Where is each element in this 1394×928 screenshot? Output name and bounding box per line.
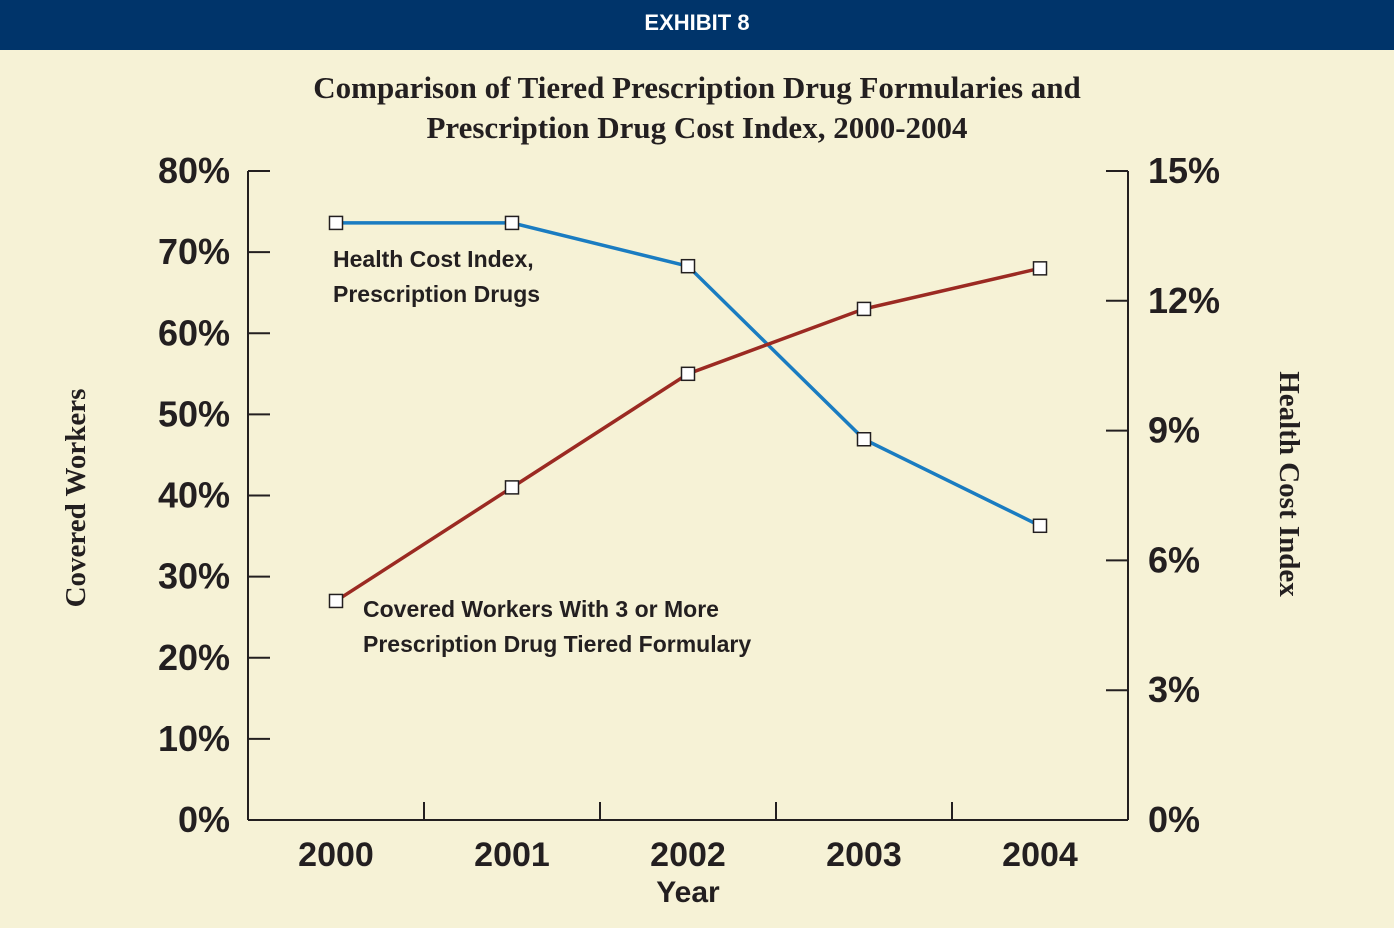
y2-tick-label: 6% — [1148, 539, 1200, 580]
y2-tick-label: 12% — [1148, 280, 1220, 321]
marker — [504, 480, 520, 495]
marker — [328, 593, 344, 609]
y2-tick-label: 0% — [1148, 799, 1200, 840]
y-tick-label: 10% — [158, 718, 230, 759]
series-label: Covered Workers With 3 or More Prescript… — [363, 596, 752, 657]
y-tick-label: 20% — [158, 637, 230, 678]
y-tick-label: 30% — [158, 556, 230, 597]
y-tick-label: 0% — [178, 799, 230, 840]
y2-tick-label: 15% — [1148, 150, 1220, 191]
x-tick-label: 2004 — [1002, 836, 1078, 874]
x-tick-label: 2001 — [474, 836, 550, 874]
y2-tick-label: 9% — [1148, 410, 1200, 451]
marker — [856, 301, 872, 317]
y-tick-label: 50% — [158, 393, 230, 434]
y2-axis-label: Health Cost Index — [1273, 371, 1305, 597]
header-band — [0, 0, 1394, 50]
chart-title: Comparison of Tiered Prescription Drug F… — [313, 70, 1081, 105]
marker — [680, 258, 696, 274]
y-tick-label: 80% — [158, 150, 230, 191]
marker — [856, 432, 872, 447]
marker — [1032, 518, 1048, 534]
y2-tick-label: 3% — [1148, 669, 1200, 710]
y-tick-label: 70% — [158, 231, 230, 272]
x-tick-label: 2000 — [298, 836, 374, 874]
marker — [680, 366, 696, 382]
series-line — [335, 266, 1041, 603]
x-axis-label: Year — [656, 876, 720, 909]
y-tick-label: 40% — [158, 475, 230, 516]
y-tick-label: 60% — [158, 312, 230, 353]
header: EXHIBIT 8 — [644, 10, 749, 35]
x-tick-label: 2002 — [650, 836, 726, 874]
y-axis-label: Covered Workers — [60, 389, 92, 608]
marker — [504, 215, 520, 231]
marker — [328, 215, 344, 231]
x-tick-label: 2003 — [826, 836, 902, 874]
marker — [1032, 261, 1048, 276]
chart-title: Prescription Drug Cost Index, 2000-2004 — [426, 110, 967, 145]
series-label: Health Cost Index, Prescription Drugs — [333, 246, 541, 307]
